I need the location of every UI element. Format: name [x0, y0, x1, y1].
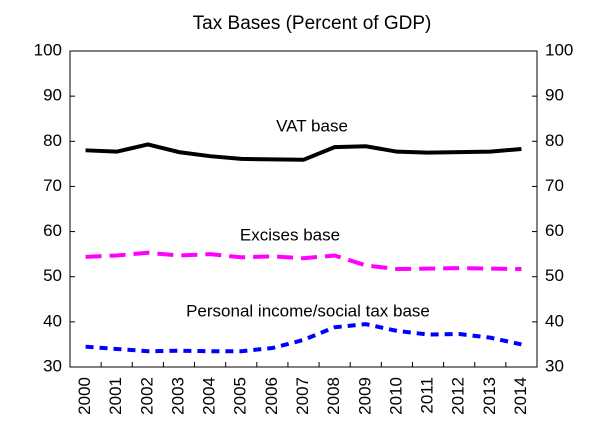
y2-tick-label: 60 — [545, 221, 564, 240]
x-tick-label: 2013 — [480, 377, 499, 415]
x-tick-label: 2009 — [355, 377, 374, 415]
series-line — [85, 322, 522, 354]
y-tick-label: 30 — [43, 356, 62, 375]
y2-tick-label: 90 — [545, 86, 564, 105]
x-tick-label: 2002 — [137, 377, 156, 415]
x-tick-label: 2000 — [75, 377, 94, 415]
y2-tick-label: 30 — [545, 356, 564, 375]
y2-tick-label: 70 — [545, 176, 564, 195]
x-tick-label: 2003 — [168, 377, 187, 415]
y-tick-label: 70 — [43, 176, 62, 195]
x-tick-label: 2014 — [511, 377, 530, 415]
y2-tick-label: 100 — [545, 40, 573, 59]
y-tick-label: 80 — [43, 131, 62, 150]
x-tick-label: 2005 — [231, 377, 250, 415]
x-tick-label: 2011 — [418, 377, 437, 414]
y2-tick-label: 80 — [545, 131, 564, 150]
series-label: VAT base — [276, 116, 348, 135]
series-line — [85, 250, 522, 272]
x-tick-label: 2008 — [324, 377, 343, 415]
x-tick-label: 2007 — [293, 377, 312, 415]
series-label: Excises base — [240, 225, 340, 244]
x-tick-label: 2012 — [449, 377, 468, 415]
y2-tick-label: 50 — [545, 266, 564, 285]
y2-tick-label: 40 — [545, 311, 564, 330]
y-tick-label: 90 — [43, 86, 62, 105]
x-tick-label: 2006 — [262, 377, 281, 415]
y-tick-label: 60 — [43, 221, 62, 240]
series-label: Personal income/social tax base — [186, 301, 430, 320]
plot-frame — [69, 50, 538, 368]
x-tick-label: 2001 — [106, 377, 125, 415]
y-tick-label: 50 — [43, 266, 62, 285]
y-tick-label: 40 — [43, 311, 62, 330]
x-tick-label: 2004 — [200, 377, 219, 415]
chart-title: Tax Bases (Percent of GDP) — [193, 13, 432, 34]
y-tick-label: 100 — [34, 40, 62, 59]
series-line — [85, 142, 522, 162]
x-tick-label: 2010 — [386, 377, 405, 415]
